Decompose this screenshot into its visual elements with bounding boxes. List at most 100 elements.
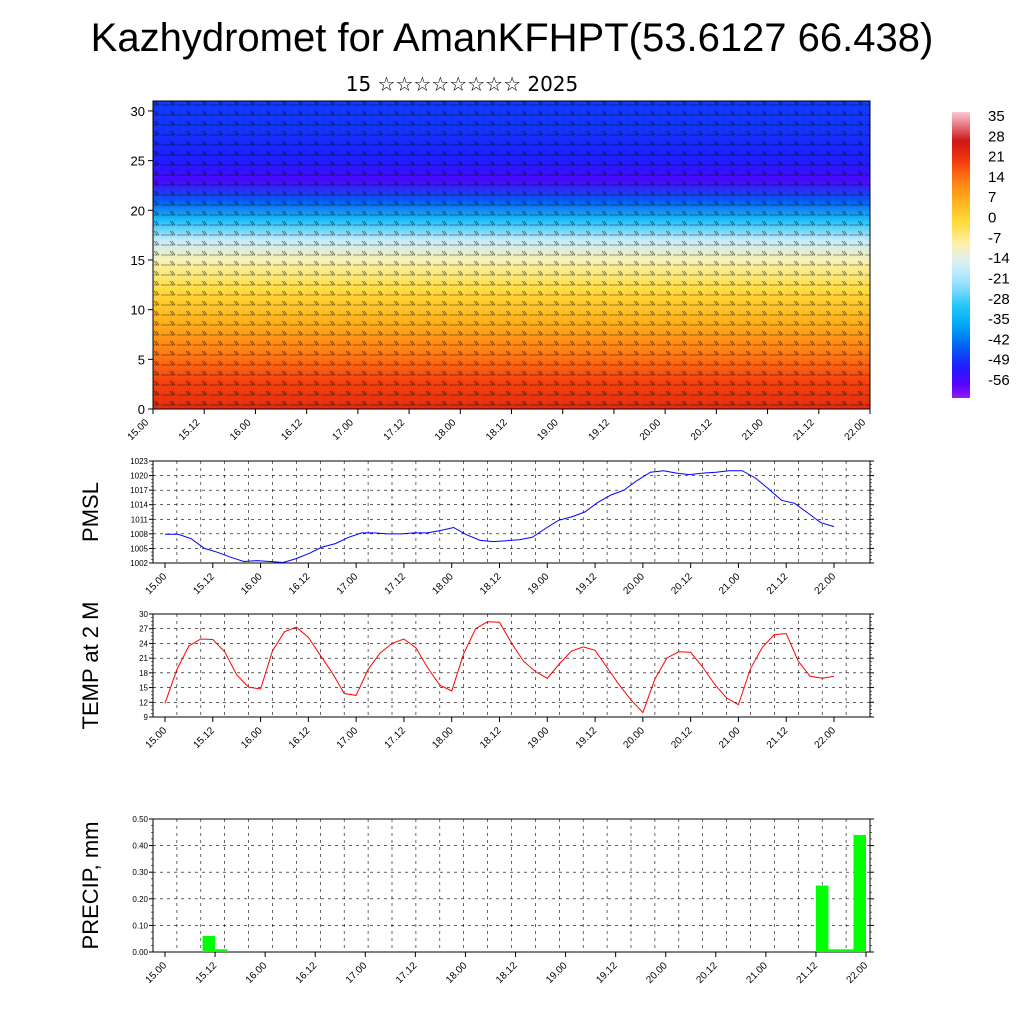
colorbar-label: -7	[988, 230, 1001, 247]
x-tick-label: 20.12	[689, 417, 715, 443]
y-tick-label: 10	[131, 303, 145, 318]
x-tick-label: 20.00	[622, 571, 648, 597]
x-tick-label: 17.00	[335, 571, 361, 597]
x-tick-label: 19.12	[594, 960, 620, 986]
series-line	[164, 621, 835, 714]
x-tick-label: 19.00	[544, 960, 570, 986]
y-tick-label: 1020	[130, 472, 148, 481]
x-tick-label: 17.12	[383, 571, 409, 597]
y-tick-label: 0.20	[132, 895, 148, 904]
chart-title: Kazhydromet for AmanKFHPT(53.6127 66.438…	[90, 16, 934, 60]
x-tick-label: 16.00	[244, 960, 270, 986]
x-tick-label: 22.00	[813, 571, 839, 597]
y-tick-label: 1002	[130, 559, 148, 568]
y-tick-label: 20	[131, 203, 145, 218]
wind-barbs	[153, 101, 870, 409]
x-tick-label: 16.12	[279, 417, 305, 443]
precip-bar	[853, 835, 866, 952]
colorbar-label: 28	[988, 128, 1005, 145]
x-tick-label: 18.12	[478, 571, 504, 597]
precip-bar	[215, 949, 228, 952]
precip-bar	[815, 885, 829, 952]
y-tick-label: 0	[138, 402, 145, 417]
colorbar-label: -28	[988, 291, 1010, 308]
y-tick-label: 0.00	[132, 948, 148, 957]
x-tick-label: 18.00	[433, 417, 459, 443]
x-tick-label: 21.00	[717, 571, 743, 597]
colorbar-label: -49	[988, 352, 1010, 369]
x-tick-label: 18.00	[444, 960, 470, 986]
x-tick-label: 15.00	[144, 960, 170, 986]
x-tick-label: 18.12	[484, 417, 510, 443]
x-tick-label: 16.00	[239, 725, 265, 751]
y-tick-label: 12	[139, 698, 148, 707]
x-tick-label: 17.00	[335, 725, 361, 751]
y-tick-label: 27	[139, 625, 148, 634]
colorbar-label: -42	[988, 331, 1010, 348]
x-tick-label: 20.12	[694, 960, 720, 986]
colorbar-label: -21	[988, 270, 1010, 287]
x-tick-label: 19.12	[574, 725, 600, 751]
x-tick-label: 19.00	[526, 571, 552, 597]
x-tick-label: 15.00	[126, 417, 152, 443]
x-tick-label: 15.12	[194, 960, 220, 986]
y-tick-label: 0.40	[132, 842, 148, 851]
y-tick-label: 1008	[130, 530, 148, 539]
x-tick-label: 21.12	[791, 417, 817, 443]
chart-subtitle: 15 ☆☆☆☆☆☆☆☆ 2025	[345, 72, 579, 96]
x-tick-label: 15.00	[144, 725, 170, 751]
x-tick-label: 19.12	[587, 417, 613, 443]
x-tick-label: 18.12	[494, 960, 520, 986]
x-tick-label: 16.00	[239, 571, 265, 597]
y-tick-label: 0.10	[132, 921, 148, 930]
x-tick-label: 16.12	[287, 571, 313, 597]
series-line	[165, 470, 835, 564]
x-tick-label: 16.12	[287, 725, 313, 751]
x-tick-label: 19.00	[526, 725, 552, 751]
y-tick-label: 1023	[130, 457, 148, 466]
precip-bar	[202, 936, 216, 952]
colorbar-label: 0	[988, 210, 996, 227]
y-axis-label: PMSL	[78, 482, 103, 542]
x-tick-label: 16.00	[228, 417, 254, 443]
x-tick-label: 21.00	[717, 725, 743, 751]
colorbar-label: 14	[988, 169, 1005, 186]
x-tick-label: 21.12	[765, 725, 791, 751]
x-tick-label: 21.12	[765, 571, 791, 597]
x-tick-label: 20.12	[669, 725, 695, 751]
x-tick-label: 15.12	[191, 725, 217, 751]
x-tick-label: 20.00	[644, 960, 670, 986]
precip-panel: 0.00 0.10 0.20 0.30 0.40 0.50 15.00 15.12 16.00 1…	[78, 815, 874, 986]
colorbar-label: 21	[988, 149, 1005, 166]
x-tick-label: 22.00	[845, 960, 871, 986]
x-tick-label: 22.00	[813, 725, 839, 751]
y-tick-label: 1017	[130, 486, 148, 495]
y-tick-label: 30	[139, 610, 148, 619]
colorbar-label: -56	[988, 372, 1010, 389]
colorbar: 35 28 21 14 7 0 -7 -14 -21 -28 -35 -42 -49 -56	[952, 108, 1010, 398]
y-tick-label: 1005	[130, 544, 148, 553]
x-tick-label: 18.00	[430, 571, 456, 597]
x-tick-label: 18.00	[430, 725, 456, 751]
y-tick-label: 15	[131, 253, 145, 268]
y-tick-label: 0.50	[132, 815, 148, 824]
x-tick-label: 17.12	[383, 725, 409, 751]
x-tick-label: 17.12	[394, 960, 420, 986]
x-tick-label: 16.12	[294, 960, 320, 986]
x-tick-label: 21.12	[795, 960, 821, 986]
colorbar-label: -35	[988, 311, 1010, 328]
y-axis-label: PRECIP, mm	[78, 822, 103, 950]
y-tick-label: 18	[139, 669, 148, 678]
y-tick-label: 25	[131, 154, 145, 169]
colorbar-label: 35	[988, 108, 1005, 125]
colorbar-label: 7	[988, 189, 996, 206]
x-tick-label: 21.00	[740, 417, 766, 443]
heatmap-panel: 0 5 10 15 20 25 30 15.00 15.12 16.00 16.12 17.00 17.…	[126, 100, 871, 443]
x-tick-label: 20.00	[638, 417, 664, 443]
y-tick-label: 5	[138, 352, 145, 367]
precip-bar	[828, 949, 841, 952]
x-tick-label: 17.12	[382, 417, 408, 443]
y-tick-label: 9	[144, 713, 149, 722]
x-tick-label: 17.00	[344, 960, 370, 986]
